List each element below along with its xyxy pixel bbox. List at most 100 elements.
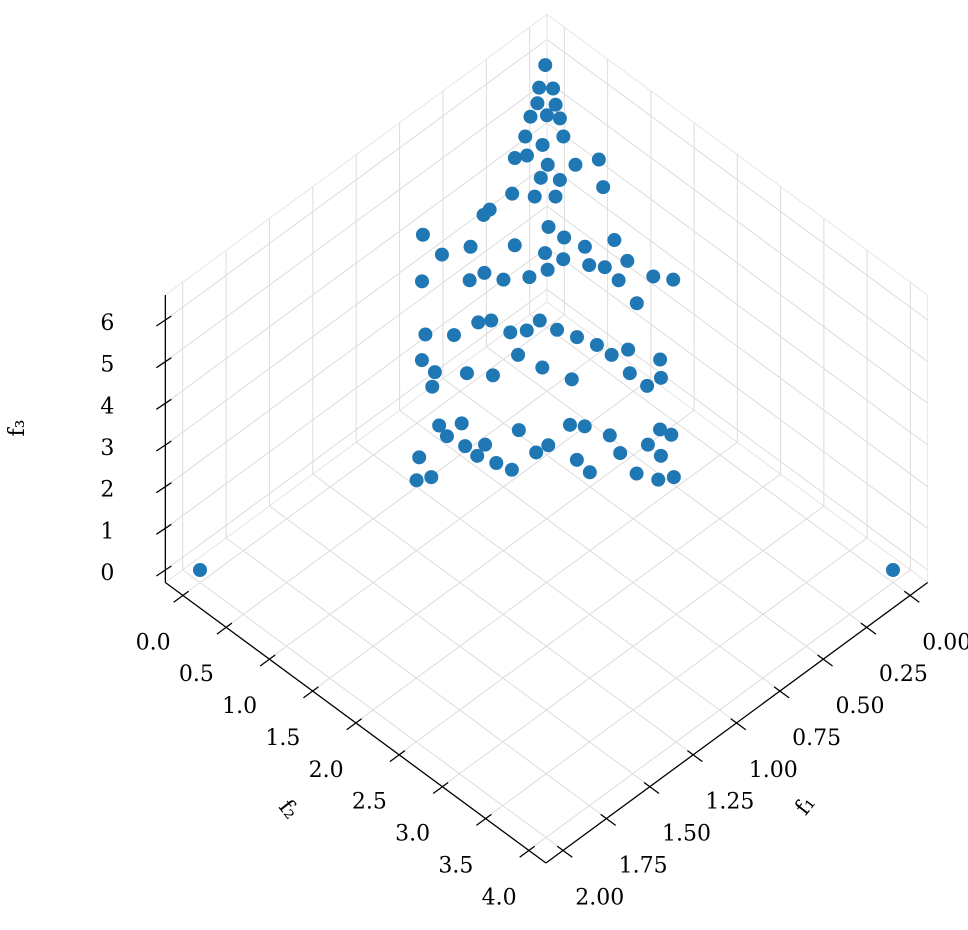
grid-line — [528, 569, 911, 851]
grid-line — [546, 122, 928, 404]
point — [589, 337, 604, 352]
y-axis-label: f₂ — [273, 795, 303, 824]
z-tick — [155, 523, 172, 535]
y-tick — [389, 750, 406, 763]
point — [629, 296, 644, 311]
y-tick — [216, 622, 233, 635]
point — [556, 252, 571, 267]
x-tick — [643, 781, 660, 795]
y-tick-label: 3.0 — [395, 822, 430, 847]
point — [415, 274, 429, 289]
grid-line — [182, 314, 565, 596]
z-tick-label: 5 — [100, 353, 114, 378]
point — [414, 353, 429, 368]
grid — [165, 27, 928, 851]
point — [582, 465, 597, 480]
grid-line — [165, 247, 548, 529]
point — [463, 239, 478, 254]
point — [446, 328, 461, 343]
point — [484, 313, 499, 328]
point — [427, 365, 442, 380]
point — [607, 233, 622, 248]
point — [519, 323, 534, 338]
point — [602, 428, 617, 443]
x-tick — [730, 718, 747, 731]
x-tick-label: 2.00 — [575, 885, 624, 910]
point — [418, 327, 433, 342]
point — [412, 450, 427, 465]
point — [535, 137, 550, 152]
grid-line — [312, 409, 695, 692]
point — [535, 360, 550, 375]
point — [541, 438, 556, 453]
point — [540, 262, 555, 277]
grid-line — [441, 505, 825, 787]
x-axis-label: f₁ — [791, 791, 821, 820]
point — [523, 109, 538, 124]
point — [548, 189, 563, 204]
x-tick-label: 0.00 — [922, 630, 968, 655]
point — [596, 180, 611, 195]
point — [532, 313, 547, 328]
point — [454, 416, 469, 431]
y-tick-label: 2.0 — [309, 758, 344, 783]
point — [489, 456, 504, 471]
x-tick — [773, 686, 790, 699]
point — [653, 370, 668, 385]
point — [477, 265, 492, 280]
point — [629, 466, 644, 481]
grid-line — [165, 122, 548, 404]
point — [653, 352, 668, 367]
y-tick — [259, 654, 276, 667]
z-tick — [155, 440, 172, 452]
grid-line — [546, 39, 928, 321]
z-tick — [155, 315, 172, 327]
point — [503, 325, 518, 340]
x-tick-label: 0.75 — [792, 726, 841, 751]
z-tick — [155, 357, 172, 369]
x-tick — [600, 813, 617, 826]
point — [653, 448, 668, 463]
point — [557, 230, 572, 245]
z-tick-label: 3 — [100, 436, 114, 461]
point — [424, 470, 439, 485]
z-tick-label: 4 — [100, 394, 114, 419]
z-tick-label: 0 — [100, 561, 114, 586]
point — [462, 273, 477, 288]
x-tick-label: 1.25 — [705, 790, 754, 815]
grid-line — [355, 441, 738, 724]
point — [505, 186, 520, 201]
point — [541, 219, 556, 234]
x-tick — [817, 654, 833, 667]
z-tick — [155, 482, 172, 494]
grid-line — [165, 80, 548, 363]
point — [548, 97, 563, 112]
point — [439, 429, 454, 444]
point — [622, 366, 637, 381]
point — [519, 148, 534, 163]
grid-line — [165, 205, 548, 488]
point — [568, 157, 583, 172]
x-tick — [556, 845, 573, 858]
y-tick-label: 0.5 — [179, 662, 214, 687]
point — [471, 315, 486, 330]
y-tick-label: 3.5 — [438, 853, 473, 878]
y-tick-label: 4.0 — [482, 885, 517, 910]
point — [540, 157, 555, 172]
point — [504, 462, 519, 477]
point — [546, 81, 561, 96]
x-tick — [903, 590, 920, 603]
point — [591, 152, 606, 167]
grid-line — [546, 80, 928, 363]
point — [611, 273, 626, 288]
y-tick — [432, 781, 449, 795]
point — [434, 247, 449, 262]
point — [620, 253, 635, 268]
point — [604, 347, 619, 362]
x-tick-label: 1.00 — [749, 758, 798, 783]
point — [485, 368, 500, 383]
point — [507, 238, 522, 253]
y-tick — [476, 813, 492, 826]
point — [556, 129, 571, 144]
